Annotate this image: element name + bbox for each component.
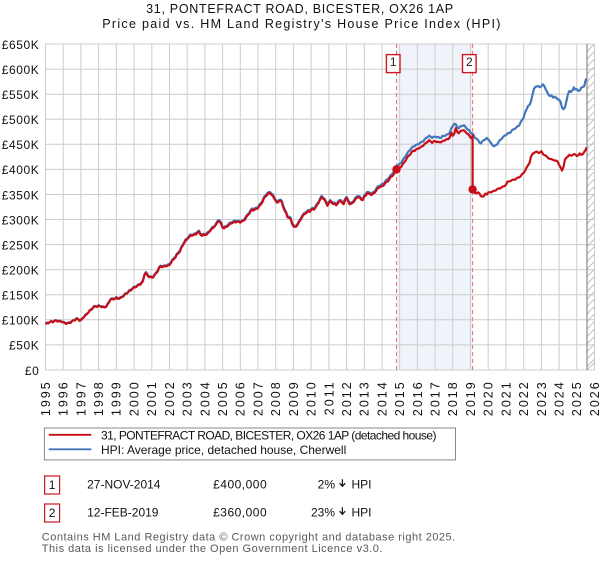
svg-text:HPI: HPI — [352, 505, 372, 519]
svg-text:2013: 2013 — [358, 380, 372, 416]
svg-text:HPI: Average price, detached h: HPI: Average price, detached house, Cher… — [101, 443, 346, 457]
svg-text:£250K: £250K — [2, 238, 40, 252]
svg-text:2021: 2021 — [499, 380, 513, 416]
svg-text:1997: 1997 — [74, 380, 88, 416]
svg-text:27-NOV-2014: 27-NOV-2014 — [87, 477, 161, 491]
svg-text:This data is licensed under th: This data is licensed under the Open Gov… — [42, 543, 383, 555]
svg-text:£550K: £550K — [2, 88, 40, 102]
svg-text:£400,000: £400,000 — [213, 477, 267, 491]
svg-text:2010: 2010 — [305, 380, 319, 416]
svg-text:£360,000: £360,000 — [213, 505, 267, 519]
svg-text:1995: 1995 — [39, 380, 53, 416]
svg-text:1996: 1996 — [57, 380, 71, 416]
svg-text:2007: 2007 — [251, 380, 265, 416]
svg-text:31, PONTEFRACT ROAD, BICESTER,: 31, PONTEFRACT ROAD, BICESTER, OX26 1AP … — [101, 429, 436, 443]
svg-text:2004: 2004 — [198, 380, 212, 416]
svg-text:23%: 23% — [311, 505, 335, 519]
svg-text:£300K: £300K — [2, 213, 40, 227]
svg-text:HPI: HPI — [352, 477, 372, 491]
svg-text:2%: 2% — [318, 477, 336, 491]
svg-text:2022: 2022 — [517, 380, 531, 416]
svg-text:2020: 2020 — [482, 380, 496, 416]
svg-text:31, PONTEFRACT ROAD, BICESTER,: 31, PONTEFRACT ROAD, BICESTER, OX26 1AP — [146, 2, 454, 16]
svg-text:2025: 2025 — [570, 380, 584, 416]
svg-text:2016: 2016 — [411, 380, 425, 416]
svg-text:2: 2 — [466, 55, 473, 69]
svg-text:2009: 2009 — [287, 380, 301, 416]
svg-text:£500K: £500K — [2, 113, 40, 127]
svg-text:2026: 2026 — [588, 380, 600, 416]
svg-text:2017: 2017 — [429, 380, 443, 416]
svg-text:£200K: £200K — [2, 264, 40, 278]
svg-text:2012: 2012 — [340, 380, 354, 416]
svg-text:£50K: £50K — [9, 339, 39, 353]
svg-text:£600K: £600K — [2, 63, 40, 77]
svg-text:2002: 2002 — [163, 380, 177, 416]
svg-text:2011: 2011 — [322, 380, 336, 415]
svg-text:1: 1 — [49, 478, 56, 492]
svg-text:Price paid vs. HM Land Registr: Price paid vs. HM Land Registry's House … — [102, 17, 502, 31]
svg-text:2015: 2015 — [393, 380, 407, 416]
svg-text:2014: 2014 — [375, 380, 389, 416]
svg-text:2023: 2023 — [535, 380, 549, 416]
svg-text:2005: 2005 — [216, 380, 230, 416]
svg-text:2000: 2000 — [127, 380, 141, 416]
svg-text:1999: 1999 — [110, 380, 124, 416]
svg-text:1: 1 — [390, 55, 397, 69]
svg-text:£150K: £150K — [2, 289, 40, 303]
svg-text:2001: 2001 — [145, 380, 159, 416]
svg-text:£350K: £350K — [2, 188, 40, 202]
svg-text:£0: £0 — [25, 364, 40, 378]
svg-text:2: 2 — [49, 506, 56, 520]
svg-text:2018: 2018 — [446, 380, 460, 416]
svg-text:2019: 2019 — [464, 380, 478, 416]
svg-text:2008: 2008 — [269, 380, 283, 416]
svg-text:2024: 2024 — [553, 380, 567, 416]
svg-text:£450K: £450K — [2, 138, 40, 152]
svg-text:1998: 1998 — [92, 380, 106, 416]
svg-text:2003: 2003 — [181, 380, 195, 416]
svg-text:£400K: £400K — [2, 163, 40, 177]
svg-text:12-FEB-2019: 12-FEB-2019 — [87, 505, 159, 519]
svg-text:Contains HM Land Registry data: Contains HM Land Registry data © Crown c… — [42, 532, 456, 544]
svg-text:£650K: £650K — [2, 38, 40, 52]
svg-text:2006: 2006 — [234, 380, 248, 416]
svg-text:£100K: £100K — [2, 314, 40, 328]
